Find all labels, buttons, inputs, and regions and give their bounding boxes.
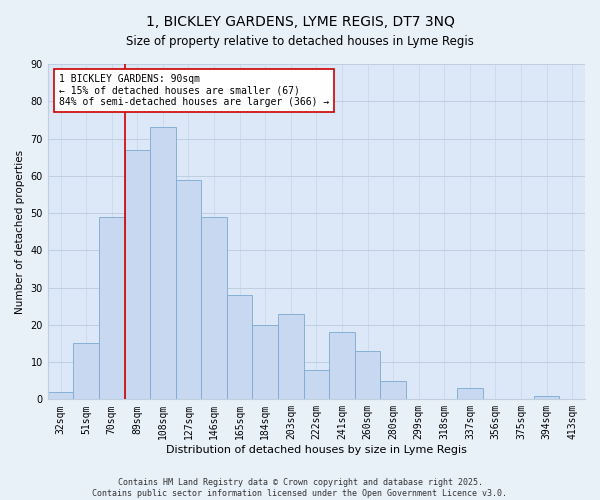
Bar	[99, 217, 125, 400]
Bar	[380, 380, 406, 400]
Text: 1 BICKLEY GARDENS: 90sqm
← 15% of detached houses are smaller (67)
84% of semi-d: 1 BICKLEY GARDENS: 90sqm ← 15% of detach…	[59, 74, 329, 108]
X-axis label: Distribution of detached houses by size in Lyme Regis: Distribution of detached houses by size …	[166, 445, 467, 455]
Bar	[48, 392, 73, 400]
Bar	[73, 344, 99, 400]
Bar	[176, 180, 201, 400]
Bar	[150, 128, 176, 400]
Bar	[304, 370, 329, 400]
Bar	[253, 325, 278, 400]
Text: 1, BICKLEY GARDENS, LYME REGIS, DT7 3NQ: 1, BICKLEY GARDENS, LYME REGIS, DT7 3NQ	[146, 15, 454, 29]
Bar	[534, 396, 559, 400]
Bar	[329, 332, 355, 400]
Bar	[355, 351, 380, 400]
Text: Size of property relative to detached houses in Lyme Regis: Size of property relative to detached ho…	[126, 35, 474, 48]
Bar	[278, 314, 304, 400]
Bar	[201, 217, 227, 400]
Bar	[457, 388, 482, 400]
Y-axis label: Number of detached properties: Number of detached properties	[15, 150, 25, 314]
Bar	[227, 295, 253, 400]
Text: Contains HM Land Registry data © Crown copyright and database right 2025.
Contai: Contains HM Land Registry data © Crown c…	[92, 478, 508, 498]
Bar	[125, 150, 150, 400]
